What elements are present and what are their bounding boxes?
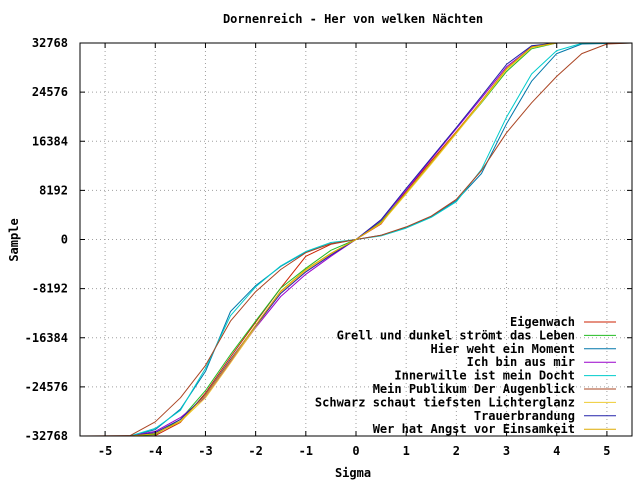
- series-line: [79, 42, 633, 437]
- y-tick-label: -24576: [25, 380, 68, 394]
- ticks: [80, 42, 632, 437]
- legend-label: Hier weht ein Moment: [431, 342, 576, 356]
- x-tick-label: 1: [403, 444, 410, 458]
- series-layer: [79, 42, 633, 437]
- y-tick-label: 24576: [32, 85, 68, 99]
- y-tick-label: -8192: [32, 282, 68, 296]
- series-line: [80, 42, 632, 437]
- legend-label: Schwarz schaut tiefsten Lichterglanz: [315, 395, 575, 409]
- y-tick-label: 32768: [32, 36, 68, 50]
- x-tick-label: -4: [148, 444, 162, 458]
- legend-entry: Trauerbrandung: [474, 409, 616, 423]
- series-line: [80, 42, 632, 437]
- y-tick-label: -32768: [25, 429, 68, 443]
- x-tick-label: 0: [352, 444, 359, 458]
- y-axis-label: Sample: [7, 218, 21, 261]
- legend-label: Innerwille ist mein Docht: [394, 369, 575, 383]
- y-tick-label: -16384: [25, 331, 68, 345]
- legend-label: Grell und dunkel strömt das Leben: [337, 328, 575, 342]
- legend-entry: Wer hat Angst vor Einsamkeit: [373, 422, 616, 436]
- chart-title: Dornenreich - Her von welken Nächten: [223, 12, 483, 26]
- x-tick-label: 3: [503, 444, 510, 458]
- legend-entry: Hier weht ein Moment: [431, 342, 616, 356]
- legend-label: Wer hat Angst vor Einsamkeit: [373, 422, 575, 436]
- y-tick-label: 8192: [39, 183, 68, 197]
- legend-entry: Mein Publikum Der Augenblick: [373, 382, 616, 396]
- tick-labels: -5 -4 -3 -2 -1 0 1 2 3 4 5 -32768 -24576 -16384 -8192 0…: [25, 36, 611, 458]
- legend-label: Eigenwach: [510, 315, 575, 329]
- legend-entry: Grell und dunkel strömt das Leben: [337, 328, 616, 342]
- x-tick-label: -3: [198, 444, 212, 458]
- x-tick-label: 4: [553, 444, 560, 458]
- x-tick-label: 2: [453, 444, 460, 458]
- x-tick-label: -2: [248, 444, 262, 458]
- legend-entry: Eigenwach: [510, 315, 616, 329]
- series-line: [80, 42, 632, 437]
- legend-label: Trauerbrandung: [474, 409, 575, 423]
- legend-entry: Ich bin aus mir: [467, 355, 616, 369]
- y-tick-label: 16384: [32, 134, 68, 148]
- x-axis-label: Sigma: [335, 466, 371, 480]
- x-tick-label: 5: [603, 444, 610, 458]
- x-tick-label: -5: [98, 444, 112, 458]
- legend-label: Mein Publikum Der Augenblick: [373, 382, 576, 396]
- legend-label: Ich bin aus mir: [467, 355, 575, 369]
- x-tick-label: -1: [299, 444, 313, 458]
- y-tick-label: 0: [61, 233, 68, 247]
- legend-entry: Innerwille ist mein Docht: [394, 369, 616, 383]
- legend-entry: Schwarz schaut tiefsten Lichterglanz: [315, 395, 616, 409]
